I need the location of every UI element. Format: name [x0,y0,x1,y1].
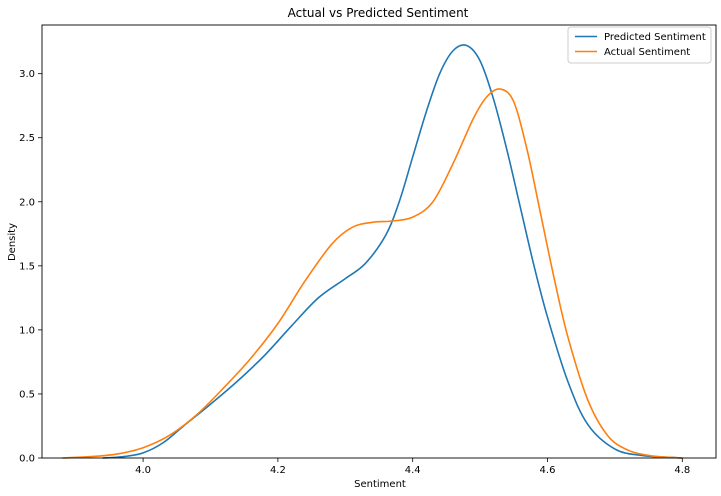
x-axis-title: Sentiment [354,479,406,490]
series-line-actual [62,88,683,459]
y-tick-label: 1.5 [19,261,35,272]
y-tick-label: 2.5 [19,133,35,144]
x-tick-label: 4.2 [270,465,286,476]
y-tick-label: 0.0 [19,454,35,465]
series-line-predicted [102,44,683,459]
x-tick-label: 4.4 [405,465,421,476]
y-tick-label: 0.5 [19,389,35,400]
axes-frame [41,24,717,459]
legend-label-actual: Actual Sentiment [604,47,690,58]
legend-frame [567,26,712,64]
x-tick-label: 4.8 [674,465,690,476]
legend: Predicted Sentiment Actual Sentiment [567,26,712,64]
y-tick-label: 2.0 [19,197,35,208]
y-axis-title: Density [7,223,18,261]
x-tick-label: 4.6 [540,465,556,476]
plot-area: 4.0 4.2 4.4 4.6 4.8 0.0 0.5 1.0 1.5 2.0 2.5 3.0 [19,24,717,476]
chart-title: Actual vs Predicted Sentiment [288,6,469,20]
x-tick-label: 4.0 [135,465,151,476]
legend-label-predicted: Predicted Sentiment [604,32,706,43]
y-tick-label: 1.0 [19,325,35,336]
y-tick-label: 3.0 [19,69,35,80]
